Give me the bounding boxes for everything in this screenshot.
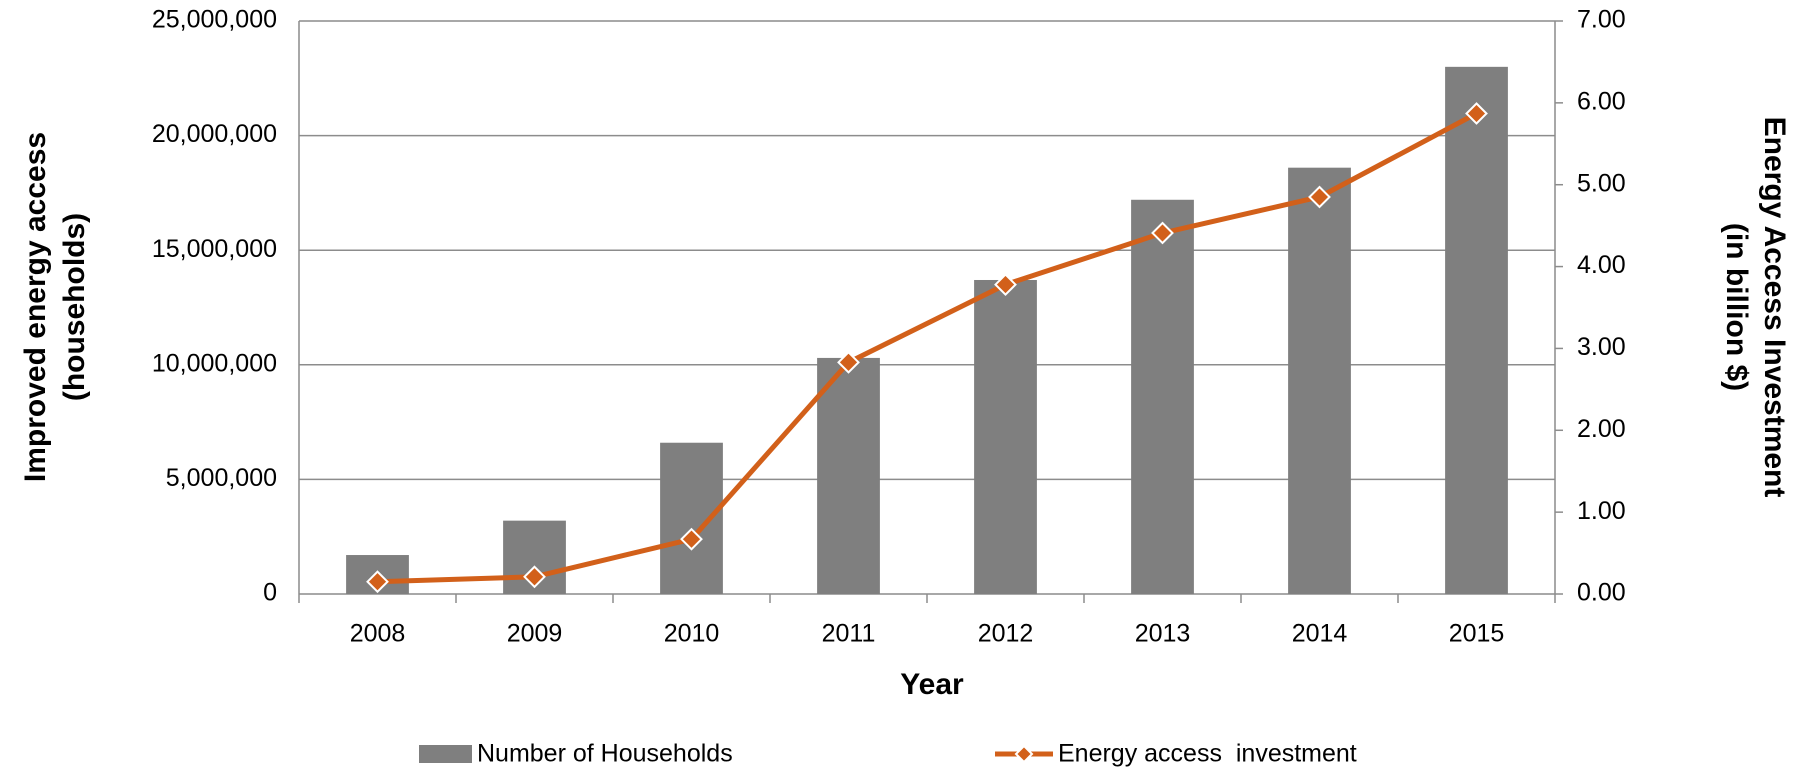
y-tick-label: 0 bbox=[263, 579, 277, 607]
marker bbox=[366, 570, 389, 594]
y-axis-title: (households) bbox=[58, 213, 91, 401]
x-tick-label: 2012 bbox=[978, 620, 1034, 648]
y2-tick-label: 1.00 bbox=[1577, 497, 1626, 525]
marker bbox=[837, 350, 860, 374]
x-tick-label: 2014 bbox=[1292, 620, 1348, 648]
x-tick-label: 2010 bbox=[664, 620, 720, 648]
bar bbox=[1131, 199, 1194, 594]
y-tick-label: 15,000,000 bbox=[152, 235, 277, 263]
y-axis-title: Improved energy access bbox=[19, 132, 52, 482]
line bbox=[377, 111, 1478, 585]
y-tick-label: 20,000,000 bbox=[152, 120, 277, 148]
y2-tick-label: 5.00 bbox=[1577, 169, 1626, 197]
legend-swatch bbox=[1014, 744, 1034, 764]
y2-tick-label: 7.00 bbox=[1577, 6, 1626, 34]
legend-label: Number of Households bbox=[477, 740, 733, 768]
legend-label: Energy access investment bbox=[1058, 740, 1357, 768]
y2-tick-label: 6.00 bbox=[1577, 87, 1626, 115]
x-axis-title: Year bbox=[900, 668, 964, 701]
x-tick-label: 2008 bbox=[350, 620, 406, 648]
y2-axis-title: Energy Access Investment bbox=[1758, 117, 1791, 498]
marker bbox=[994, 273, 1017, 296]
bar bbox=[974, 279, 1037, 594]
bar bbox=[817, 357, 880, 594]
marker bbox=[523, 565, 546, 589]
marker bbox=[1465, 102, 1488, 125]
marker bbox=[680, 527, 703, 551]
marker bbox=[1151, 221, 1174, 245]
bar bbox=[1445, 66, 1508, 595]
y2-tick-label: 2.00 bbox=[1577, 415, 1626, 443]
y2-tick-label: 0.00 bbox=[1577, 579, 1626, 607]
y-tick-label: 5,000,000 bbox=[166, 464, 277, 492]
x-tick-label: 2015 bbox=[1449, 620, 1505, 648]
legend-swatch bbox=[419, 745, 472, 763]
marker bbox=[1308, 185, 1331, 209]
y-tick-label: 25,000,000 bbox=[152, 6, 277, 34]
x-tick-label: 2011 bbox=[822, 620, 876, 648]
y2-axis-title: (in billion $) bbox=[1720, 223, 1753, 391]
y2-tick-label: 4.00 bbox=[1577, 251, 1626, 279]
bar bbox=[660, 442, 723, 594]
y2-tick-label: 3.00 bbox=[1577, 333, 1626, 361]
x-tick-label: 2013 bbox=[1135, 620, 1191, 648]
bar bbox=[1288, 167, 1351, 595]
x-tick-label: 2009 bbox=[507, 620, 563, 648]
y-tick-label: 10,000,000 bbox=[152, 349, 277, 377]
